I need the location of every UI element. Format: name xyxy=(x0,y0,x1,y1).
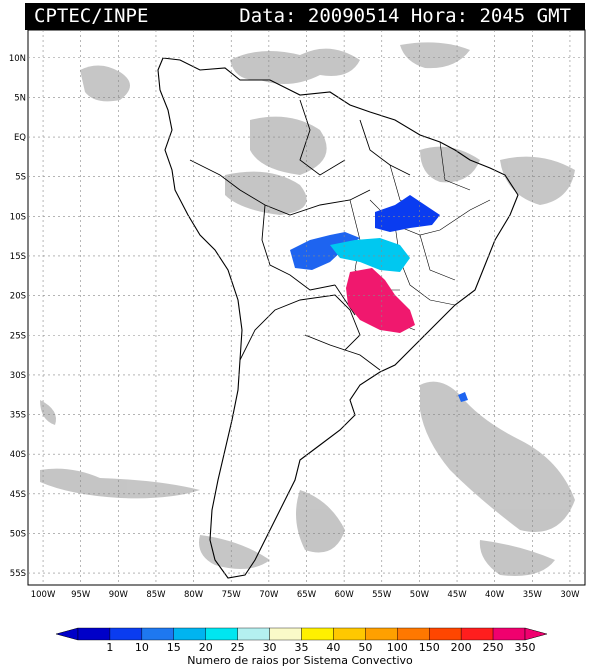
colorbar-tick-label: 20 xyxy=(199,641,213,654)
date-time-stamp: Data: 20090514 Hora: 2045 GMT xyxy=(239,5,571,27)
axis-labels: 10N 5N EQ 5S 10S 15S 20S 25S 30S 35S 40S 45S 50S 55S 1… xyxy=(9,54,580,600)
lon-label: 60W xyxy=(335,590,355,600)
colorbar-tick-label: 200 xyxy=(451,641,472,654)
colorbar-left-arrow xyxy=(55,627,79,641)
system-south-magenta xyxy=(346,268,415,333)
lon-label: 100W xyxy=(31,590,56,600)
lon-label: 45W xyxy=(447,590,467,600)
colorbar-tick-label: 250 xyxy=(483,641,504,654)
lat-label: 15S xyxy=(10,252,26,262)
colorbar-tick-label: 10 xyxy=(135,641,149,654)
lat-label: EQ xyxy=(14,133,26,143)
lat-label: 35S xyxy=(10,411,26,421)
lon-label: 50W xyxy=(410,590,430,600)
lon-label: 80W xyxy=(184,590,204,600)
source-label: CPTEC/INPE xyxy=(34,5,149,27)
south-america-coastline xyxy=(157,57,519,579)
system-north-goias xyxy=(375,195,440,232)
lightning-map: 10N 5N EQ 5S 10S 15S 20S 25S 30S 35S 40S 45S 50S 55S 1… xyxy=(9,29,586,600)
colorbar-title: Numero de raios por Sistema Convectivo xyxy=(187,654,413,667)
convective-systems xyxy=(290,195,468,402)
lon-label: 35W xyxy=(523,590,543,600)
colorbar-tick-label: 1 xyxy=(106,641,113,654)
colorbar-swatch xyxy=(397,627,430,641)
colorbar-swatch xyxy=(109,627,143,641)
map-header: CPTEC/INPE Data: 20090514 Hora: 2045 GMT xyxy=(25,3,585,30)
colorbar-swatch xyxy=(492,627,526,641)
lat-label: 45S xyxy=(10,490,26,500)
colorbar-tick-label: 35 xyxy=(295,641,309,654)
lat-label: 40S xyxy=(10,450,26,460)
lat-label: 30S xyxy=(10,371,26,381)
color-bar: 1 10 15 20 25 30 35 40 50 100 150 200 250 350 xyxy=(55,627,548,654)
lon-label: 95W xyxy=(71,590,91,600)
lat-label: 20S xyxy=(10,292,26,302)
colorbar-swatch xyxy=(237,627,270,641)
colorbar-tick-label: 25 xyxy=(231,641,245,654)
lon-label: 75W xyxy=(222,590,242,600)
colorbar-swatch xyxy=(141,627,174,641)
colorbar-swatch xyxy=(205,627,238,641)
colorbar-tick-label: 150 xyxy=(419,641,440,654)
colorbar-swatch xyxy=(460,627,494,641)
colorbar-swatch xyxy=(173,627,206,641)
colorbar-tick-label: 40 xyxy=(326,641,340,654)
lat-label: 55S xyxy=(10,569,26,579)
colorbar-swatch xyxy=(269,627,302,641)
lon-label: 65W xyxy=(297,590,317,600)
satellite-clouds xyxy=(40,42,575,576)
lon-label: 40W xyxy=(485,590,505,600)
lat-label: 10S xyxy=(10,212,26,222)
colorbar-swatch xyxy=(429,627,462,641)
lat-label: 25S xyxy=(10,331,26,341)
colorbar-swatch xyxy=(77,627,111,641)
lon-label: 55W xyxy=(372,590,392,600)
lon-label: 70W xyxy=(259,590,279,600)
colorbar-tick-label: 30 xyxy=(263,641,277,654)
country-borders xyxy=(189,99,411,371)
colorbar-swatch xyxy=(333,627,366,641)
colorbar-swatch xyxy=(301,627,334,641)
colorbar-swatch xyxy=(365,627,398,641)
lat-label: 5N xyxy=(14,93,26,103)
lat-label: 5S xyxy=(15,173,26,183)
lat-label: 10N xyxy=(9,54,26,64)
lon-label: 90W xyxy=(109,590,129,600)
lon-label: 85W xyxy=(146,590,166,600)
colorbar-tick-label: 350 xyxy=(515,641,536,654)
system-central-cyan xyxy=(330,238,410,272)
system-mato-grosso xyxy=(290,232,360,270)
colorbar-tick-label: 15 xyxy=(167,641,181,654)
lat-label: 50S xyxy=(10,529,26,539)
lon-label: 30W xyxy=(560,590,580,600)
colorbar-tick-label: 100 xyxy=(387,641,408,654)
system-atlantic-small xyxy=(458,392,468,402)
colorbar-tick-label: 50 xyxy=(358,641,372,654)
colorbar-right-arrow xyxy=(524,627,548,641)
